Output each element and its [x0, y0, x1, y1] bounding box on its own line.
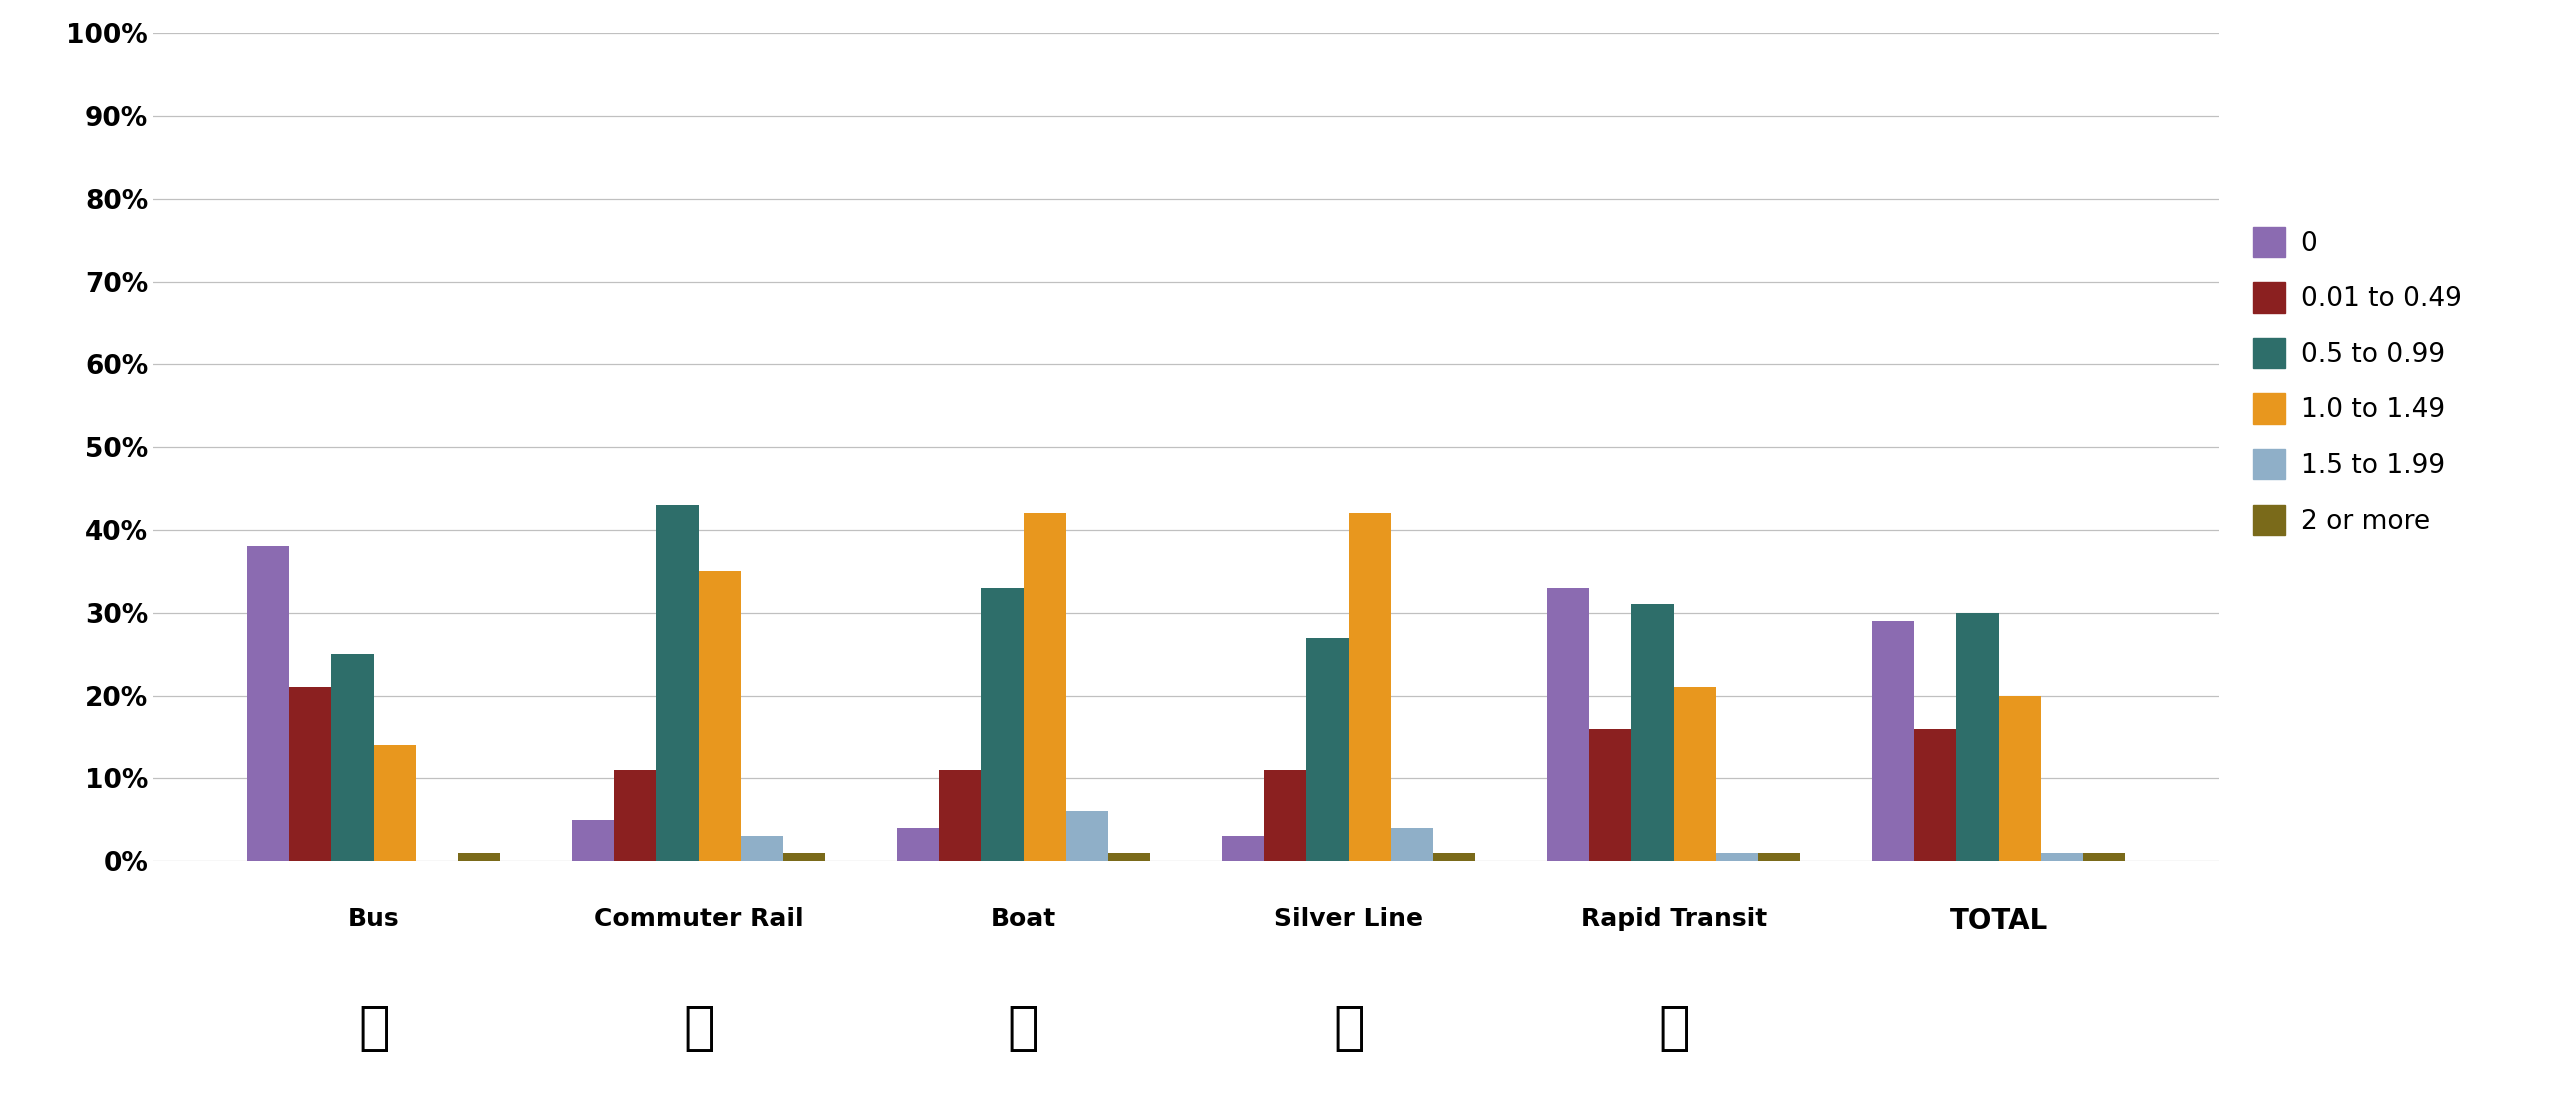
Bar: [1434, 852, 1474, 861]
Bar: [982, 588, 1023, 861]
Text: TOTAL: TOTAL: [1949, 906, 2048, 935]
Text: 🚂: 🚂: [684, 1002, 714, 1054]
Text: 🚆: 🚆: [1658, 1002, 1689, 1054]
Bar: [459, 852, 500, 861]
Bar: [615, 771, 656, 861]
Bar: [375, 745, 416, 861]
Bar: [1023, 513, 1066, 861]
Bar: [571, 819, 615, 861]
Bar: [247, 546, 288, 861]
Bar: [898, 828, 939, 861]
Bar: [1997, 696, 2041, 861]
Bar: [1222, 837, 1265, 861]
Bar: [1633, 605, 1673, 861]
Text: 🚍: 🚍: [1334, 1002, 1365, 1054]
Bar: [1390, 828, 1434, 861]
Bar: [1872, 620, 1913, 861]
Text: Bus: Bus: [347, 906, 401, 931]
Bar: [1717, 852, 1758, 861]
Bar: [1673, 687, 1717, 861]
Bar: [1265, 771, 1306, 861]
Bar: [1306, 638, 1349, 861]
Bar: [656, 506, 699, 861]
Text: Silver Line: Silver Line: [1273, 906, 1423, 931]
Text: Boat: Boat: [992, 906, 1056, 931]
Bar: [1107, 852, 1151, 861]
Bar: [939, 771, 982, 861]
Bar: [1589, 729, 1633, 861]
Bar: [699, 572, 740, 861]
Text: Commuter Rail: Commuter Rail: [594, 906, 804, 931]
Bar: [332, 654, 375, 861]
Text: ⛴️: ⛴️: [1008, 1002, 1038, 1054]
Bar: [1066, 811, 1107, 861]
Text: Rapid Transit: Rapid Transit: [1582, 906, 1768, 931]
Legend: 0, 0.01 to 0.49, 0.5 to 0.99, 1.0 to 1.49, 1.5 to 1.99, 2 or more: 0, 0.01 to 0.49, 0.5 to 0.99, 1.0 to 1.4…: [2253, 226, 2462, 535]
Bar: [288, 687, 332, 861]
Bar: [783, 852, 827, 861]
Bar: [1758, 852, 1801, 861]
Bar: [1546, 588, 1589, 861]
Bar: [1957, 613, 1997, 861]
Bar: [2041, 852, 2084, 861]
Bar: [1913, 729, 1957, 861]
Bar: [2084, 852, 2125, 861]
Bar: [1349, 513, 1390, 861]
Text: 🚌: 🚌: [357, 1002, 390, 1054]
Bar: [740, 837, 783, 861]
